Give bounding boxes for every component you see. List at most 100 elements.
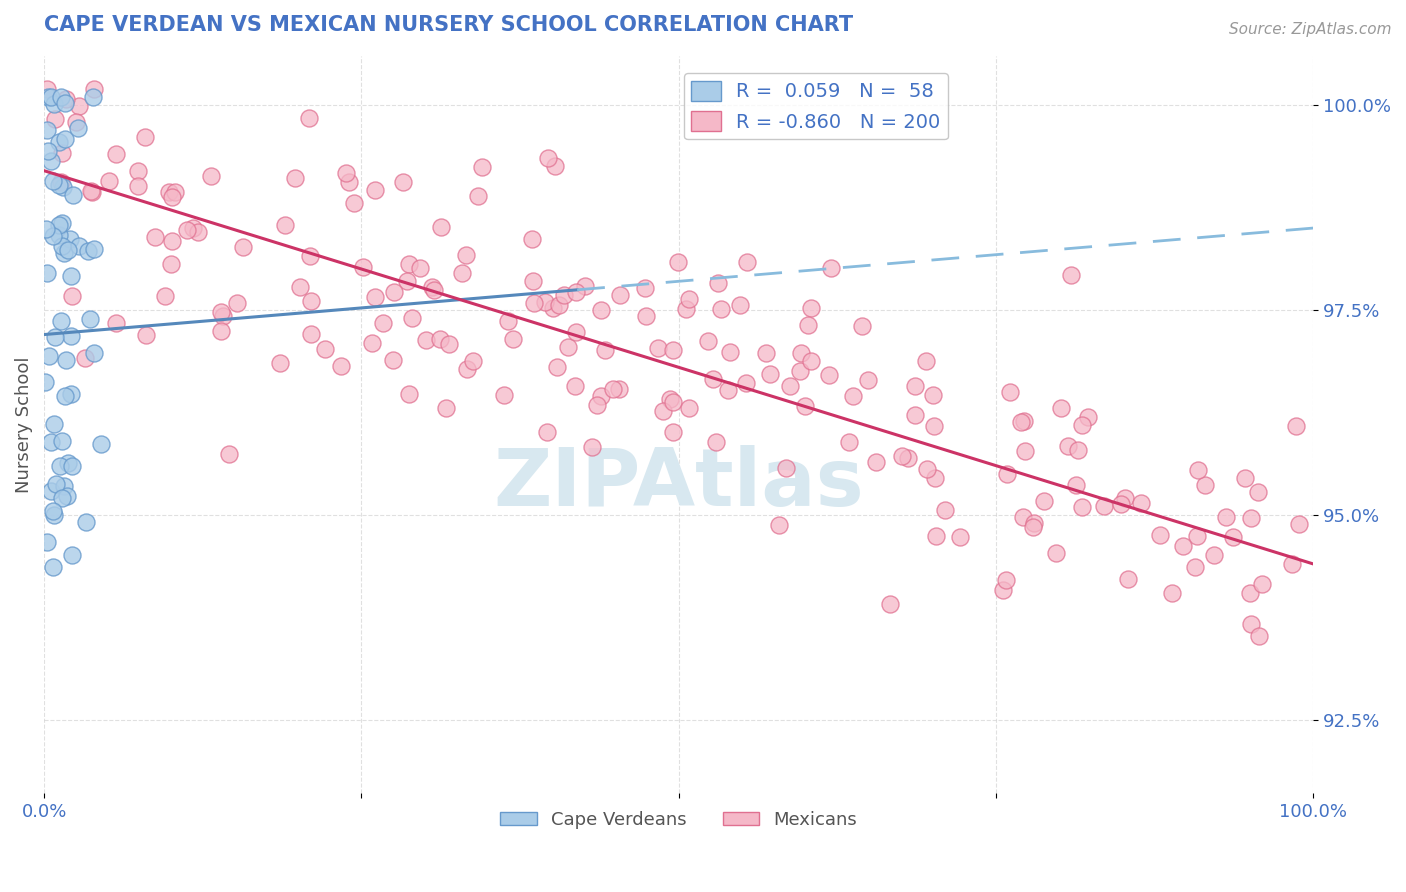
Point [574,279,596,293]
Point [200,169,222,184]
Point [1173,539,1195,553]
Point [51,434,73,448]
Point [949,530,972,544]
Point [391,175,413,189]
Point [541,301,564,315]
Point [879,598,901,612]
Point [83,82,105,96]
Point [581,440,603,454]
Point [678,292,700,306]
Point [423,283,446,297]
Point [153,289,176,303]
Point [42,96,65,111]
Point [343,195,366,210]
Point [39,153,62,168]
Point [83,242,105,256]
Point [51,217,73,231]
Point [789,364,811,378]
Point [335,166,357,180]
Point [1032,494,1054,508]
Point [162,190,184,204]
Point [299,249,322,263]
Point [994,573,1017,587]
Point [1194,478,1216,492]
Point [1249,629,1271,643]
Point [451,266,474,280]
Point [1057,439,1080,453]
Point [382,285,405,299]
Point [35,221,58,235]
Point [454,248,477,262]
Point [52,180,75,194]
Point [1130,496,1153,510]
Point [607,382,630,396]
Point [44,112,66,127]
Point [704,435,727,450]
Point [39,484,62,499]
Point [818,368,841,383]
Point [127,164,149,178]
Point [842,389,865,403]
Point [1149,528,1171,542]
Point [794,400,817,414]
Point [647,341,669,355]
Point [856,373,879,387]
Point [536,425,558,439]
Text: CAPE VERDEAN VS MEXICAN NURSERY SCHOOL CORRELATION CHART: CAPE VERDEAN VS MEXICAN NURSERY SCHOOL C… [44,15,853,35]
Point [56,489,79,503]
Point [1184,559,1206,574]
Point [915,354,938,368]
Point [678,401,700,416]
Point [56,456,79,470]
Point [37,144,59,158]
Point [35,82,58,96]
Point [135,328,157,343]
Point [66,120,89,135]
Point [181,221,204,235]
Point [634,281,657,295]
Point [35,122,58,136]
Point [187,225,209,239]
Point [1045,546,1067,560]
Point [83,345,105,359]
Point [60,386,83,401]
Point [934,503,956,517]
Point [39,435,62,450]
Point [211,309,233,323]
Point [314,342,336,356]
Point [589,389,612,403]
Point [595,343,617,358]
Point [1049,401,1071,416]
Point [401,311,423,326]
Point [924,471,946,485]
Point [209,305,232,319]
Point [838,435,860,450]
Point [38,349,60,363]
Point [51,491,73,505]
Point [52,245,75,260]
Point [1251,577,1274,591]
Point [42,504,65,518]
Point [602,382,624,396]
Point [398,387,420,401]
Point [34,376,56,390]
Point [557,340,579,354]
Point [735,376,758,390]
Point [274,218,297,232]
Point [496,314,519,328]
Point [299,294,322,309]
Point [157,186,180,200]
Point [652,404,675,418]
Point [225,296,247,310]
Point [502,332,524,346]
Point [1288,516,1310,531]
Point [67,239,90,253]
Point [59,232,82,246]
Point [430,220,453,235]
Point [55,353,77,368]
Point [779,379,801,393]
Point [290,280,312,294]
Point [160,235,183,249]
Point [80,184,103,198]
Point [104,316,127,330]
